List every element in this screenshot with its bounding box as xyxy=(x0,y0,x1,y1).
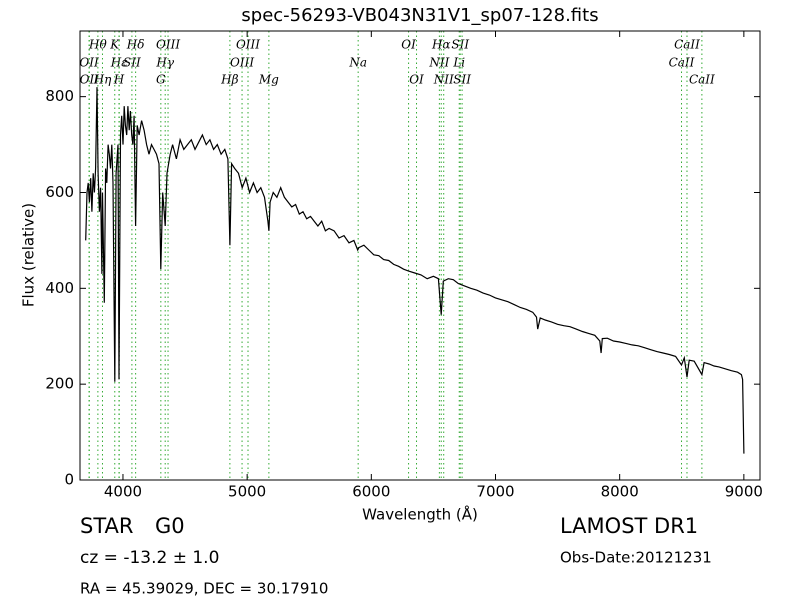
x-tick-label: 6000 xyxy=(352,483,390,501)
spectral-line-label: SII xyxy=(453,73,471,87)
coords: RA = 45.39029, DEC = 30.17910 xyxy=(80,580,328,598)
spectral-line-label: OIII xyxy=(236,38,260,52)
plot-frame xyxy=(79,30,761,481)
spectral-line-label: OI xyxy=(409,73,424,87)
chart-title: spec-56293-VB043N31V1_sp07-128.fits xyxy=(241,5,598,26)
subclass: G0 xyxy=(155,514,185,538)
object-class: STAR xyxy=(80,514,133,538)
spectral-line-label: Hη xyxy=(93,73,112,87)
spectral-line-label: SII xyxy=(123,56,141,70)
spectral-line-label: SII xyxy=(451,38,469,52)
spectral-line-label: Na xyxy=(348,56,367,70)
y-tick-label: 600 xyxy=(45,183,74,201)
spectral-line-label: G xyxy=(156,73,166,87)
spectral-line-label: K xyxy=(109,38,120,52)
spectrum-line xyxy=(85,87,745,454)
y-axis-label: Flux (relative) xyxy=(20,203,38,307)
spectral-line-label: Hδ xyxy=(126,38,145,52)
y-tick-label: 0 xyxy=(64,471,74,489)
x-tick-label: 7000 xyxy=(476,483,514,501)
spectral-line-label: Hθ xyxy=(88,38,107,52)
obs-date: Obs-Date:20121231 xyxy=(560,549,712,567)
spectral-line-label: NII xyxy=(433,73,454,87)
spectral-line-label: CaII xyxy=(669,56,695,70)
spectral-line-label: Hβ xyxy=(220,73,238,87)
y-tick-label: 800 xyxy=(45,87,74,105)
spectral-line-label: Hα xyxy=(431,38,451,52)
spectral-line-label: OIII xyxy=(156,38,180,52)
spectral-line-label: Mg xyxy=(258,73,279,87)
x-axis-label: Wavelength (Å) xyxy=(362,505,478,524)
y-tick-label: 400 xyxy=(45,279,74,297)
redshift: cz = -13.2 ± 1.0 xyxy=(80,548,219,568)
y-tick-label: 200 xyxy=(45,375,74,393)
spectral-line-label: OII xyxy=(80,73,100,87)
spectral-line-label: H xyxy=(113,73,125,87)
x-tick-label: 4000 xyxy=(104,483,142,501)
x-tick-label: 8000 xyxy=(601,483,639,501)
spectral-line-label: OIII xyxy=(230,56,254,70)
spectral-line-label: Hγ xyxy=(155,56,174,70)
survey: LAMOST DR1 xyxy=(560,514,698,538)
spectral-line-label: CaII xyxy=(689,73,715,87)
spectral-line-label: NII xyxy=(428,56,449,70)
x-tick-label: 9000 xyxy=(725,483,763,501)
x-tick-label: 5000 xyxy=(228,483,266,501)
spectral-line-label: OI xyxy=(401,38,416,52)
spectral-line-label: CaII xyxy=(674,38,700,52)
spectral-line-label: Li xyxy=(452,56,465,70)
